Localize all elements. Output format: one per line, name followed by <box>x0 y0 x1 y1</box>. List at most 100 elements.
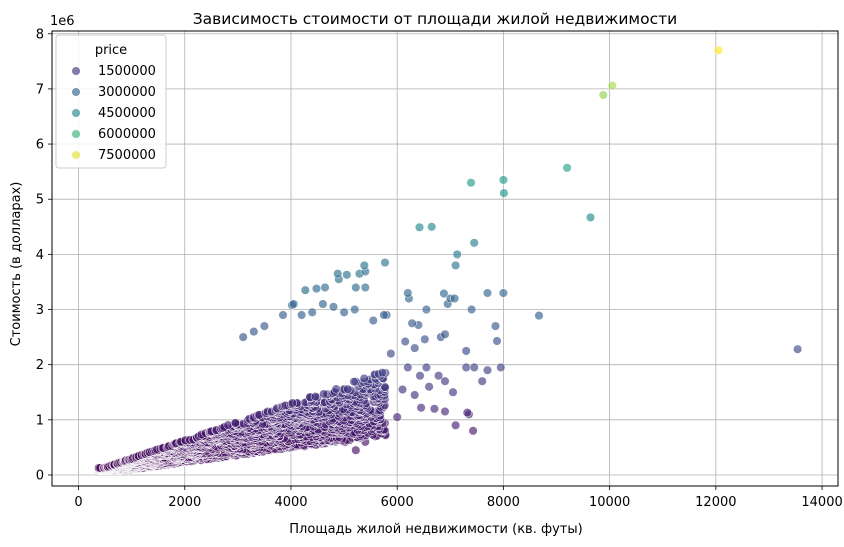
data-point <box>368 315 378 326</box>
y-tick-label: 3 <box>36 303 44 318</box>
data-point <box>585 212 596 222</box>
data-point <box>713 45 724 55</box>
data-point <box>410 343 420 353</box>
y-tick-label: 6 <box>36 138 44 153</box>
data-point <box>468 426 478 436</box>
y-axis-ticks: 0 1 2 3 4 5 6 7 8 <box>36 27 52 483</box>
legend-box <box>55 34 167 169</box>
x-tick-label: 12000 <box>695 495 736 510</box>
data-point <box>492 336 502 346</box>
y-tick-label: 2 <box>36 358 44 373</box>
y-axis-label: Стоимость (в долларах) <box>9 182 24 347</box>
x-tick-label: 2000 <box>168 495 201 510</box>
data-point <box>359 260 369 270</box>
y-tick-label: 0 <box>36 468 44 483</box>
x-tick-label: 14000 <box>801 495 842 510</box>
data-point <box>421 362 431 372</box>
grid-lines <box>52 31 838 486</box>
data-point <box>289 299 299 309</box>
legend-label: 3000000 <box>98 85 156 100</box>
data-point <box>498 288 508 298</box>
legend-marker <box>71 150 81 160</box>
legend-marker <box>71 87 81 97</box>
data-point <box>403 288 413 298</box>
data-point <box>349 377 359 387</box>
data-point <box>450 293 460 304</box>
data-point <box>410 390 420 400</box>
x-tick-label: 10000 <box>589 495 630 510</box>
data-point <box>415 371 425 381</box>
data-point <box>440 376 450 386</box>
data-point <box>300 285 310 295</box>
data-point <box>297 310 307 320</box>
data-point <box>607 81 617 91</box>
data-point <box>400 336 410 347</box>
x-tick-label: 8000 <box>487 495 520 510</box>
data-point <box>496 362 506 372</box>
data-point <box>469 362 479 372</box>
data-point <box>278 310 288 320</box>
data-point <box>307 307 317 317</box>
data-point <box>461 362 471 372</box>
legend: price 1500000 3000000 4500000 6000000 750000… <box>55 34 167 169</box>
data-point <box>534 311 544 321</box>
data-point <box>434 371 444 381</box>
data-point <box>466 178 476 188</box>
data-point <box>467 304 477 315</box>
data-point <box>562 163 572 173</box>
data-point <box>392 412 402 422</box>
data-point <box>440 406 450 417</box>
data-point <box>339 307 349 317</box>
data-point <box>440 329 450 339</box>
data-point <box>598 90 608 100</box>
chart-title: Зависимость стоимости от площади жилой н… <box>193 10 678 28</box>
data-point <box>320 282 330 293</box>
data-point <box>416 403 426 413</box>
data-point <box>238 332 248 342</box>
data-point <box>498 175 508 185</box>
data-point <box>310 392 320 402</box>
data-point <box>379 310 389 320</box>
data-point <box>333 269 343 279</box>
data-point <box>499 188 509 198</box>
data-point <box>287 398 298 408</box>
data-point <box>380 258 390 268</box>
data-point <box>397 384 408 395</box>
legend-marker <box>71 66 81 76</box>
y-tick-label: 7 <box>36 82 44 97</box>
data-point <box>482 288 493 298</box>
data-point <box>490 321 501 331</box>
data-point <box>351 445 361 455</box>
data-point <box>482 365 493 375</box>
data-point <box>424 382 434 392</box>
y-tick-label: 4 <box>36 248 44 263</box>
data-point <box>230 418 240 428</box>
data-point <box>420 334 430 344</box>
data-point <box>331 384 341 394</box>
legend-label: 7500000 <box>98 148 156 163</box>
y-axis-offset-label: 1e6 <box>50 14 75 29</box>
data-point <box>414 222 425 232</box>
y-tick-label: 1 <box>36 413 44 428</box>
data-point <box>403 362 413 372</box>
x-tick-label: 4000 <box>274 495 307 510</box>
data-point <box>477 376 487 386</box>
data-point <box>429 404 439 414</box>
legend-marker <box>71 129 81 139</box>
data-point <box>328 302 339 312</box>
data-point <box>351 282 361 293</box>
data-point <box>427 222 437 232</box>
data-point <box>421 304 431 315</box>
data-point <box>318 299 328 309</box>
x-axis-label: Площадь жилой недвижимости (кв. футы) <box>289 522 582 537</box>
legend-label: 6000000 <box>98 127 156 142</box>
legend-title: price <box>95 43 127 58</box>
data-point <box>359 373 369 384</box>
data-point <box>377 368 387 378</box>
legend-marker <box>71 108 81 118</box>
x-axis-ticks: 0 2000 4000 6000 8000 10000 12000 14000 <box>74 486 843 510</box>
legend-label: 1500000 <box>98 64 156 79</box>
data-point <box>451 420 461 430</box>
data-points <box>94 45 803 476</box>
